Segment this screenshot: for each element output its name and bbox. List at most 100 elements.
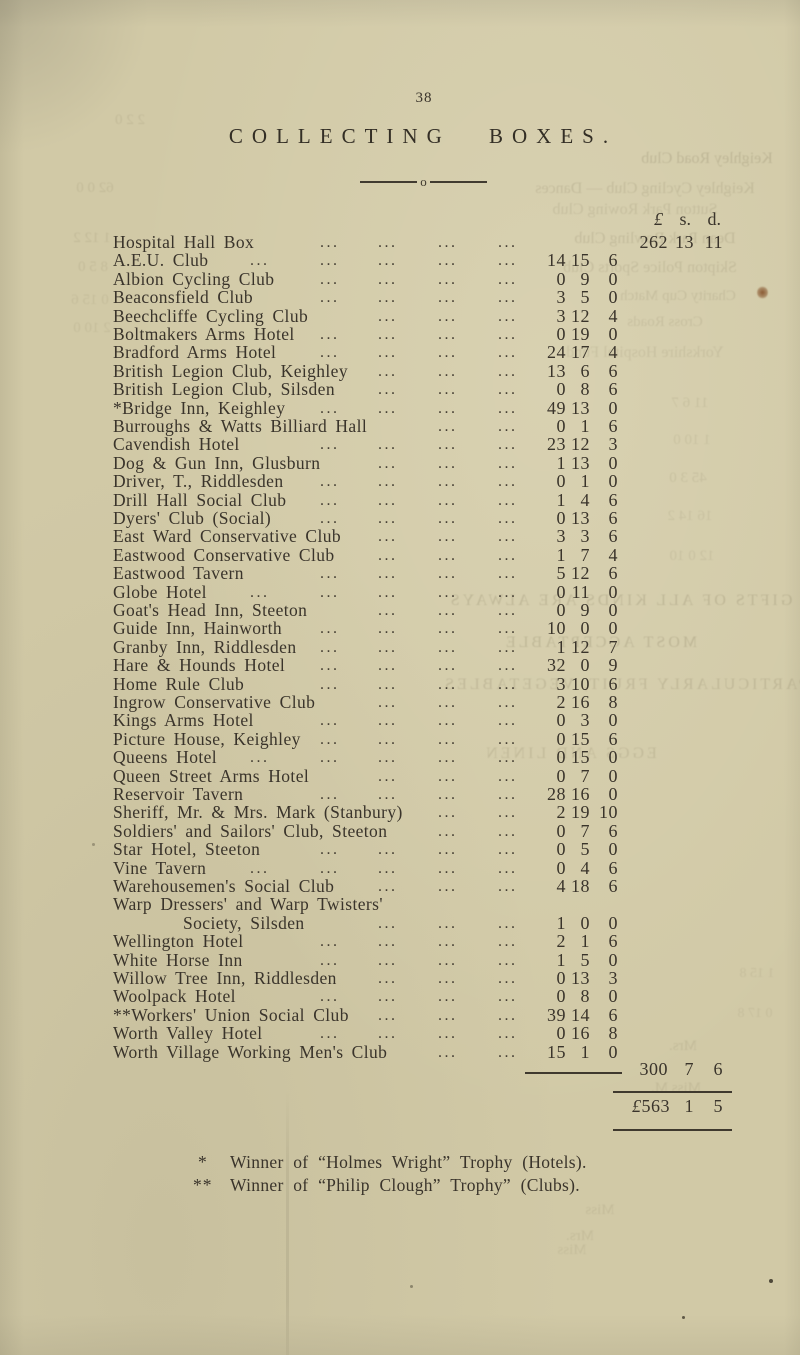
amount-shillings: 12 bbox=[571, 305, 590, 326]
bleedthrough-text: Mrs. bbox=[566, 1228, 594, 1244]
amount-pounds: 23 bbox=[547, 434, 566, 455]
amount-pence: 6 bbox=[608, 250, 618, 271]
amount-pence: 4 bbox=[608, 305, 618, 326]
dot-leader: ... bbox=[438, 767, 458, 785]
dot-leader: ... bbox=[438, 418, 458, 435]
dot-leader: ... bbox=[498, 988, 518, 1006]
amount-pence: 6 bbox=[608, 1004, 618, 1025]
amount-shillings: 3 bbox=[580, 710, 590, 731]
dot-leader: ... bbox=[438, 914, 458, 932]
dot-leader: ... bbox=[498, 1025, 518, 1043]
entry-name: Ingrow Conservative Club bbox=[113, 692, 316, 712]
amount-pence: 0 bbox=[608, 397, 618, 418]
table-row: Kings Arms Hotel............ 0 3 0 bbox=[0, 711, 800, 730]
table-row: Dyers' Club (Social)............ 0 13 6 bbox=[0, 509, 800, 528]
amount-pence: 0 bbox=[608, 600, 618, 620]
amount-pounds: 1 bbox=[556, 489, 566, 510]
bleedthrough-text: 2 2 0 bbox=[115, 112, 145, 128]
dot-leader: ... bbox=[378, 528, 398, 546]
amount-shillings: 19 bbox=[571, 324, 590, 344]
amount-pounds: 2 bbox=[556, 931, 566, 952]
table-row: Worth Village Working Men's Club...... 15… bbox=[0, 1041, 800, 1062]
dot-leader: ... bbox=[498, 730, 518, 748]
dot-leader: ... bbox=[438, 951, 458, 969]
dot-leader: ... bbox=[438, 307, 458, 325]
amount-shillings: 8 bbox=[580, 986, 590, 1007]
amount-pounds: 39 bbox=[547, 1004, 566, 1025]
grand-total-pounds-value: 563 bbox=[641, 1096, 670, 1116]
dot-leader: ... bbox=[438, 822, 458, 840]
dot-leader: ... bbox=[378, 326, 398, 343]
dot-leader: ... bbox=[438, 436, 458, 454]
amount-pounds: 15 bbox=[547, 1041, 566, 1062]
bleedthrough-text: Miss M. bbox=[650, 1080, 702, 1096]
dot-leader: ... bbox=[378, 730, 398, 748]
table-row: Cavendish Hotel............ 23 12 3 bbox=[0, 435, 800, 454]
dot-leader: ... bbox=[378, 473, 398, 491]
entry-name: Worth Valley Hotel bbox=[113, 1023, 263, 1044]
entry-name: Warp Dressers' and Warp Twisters' bbox=[113, 894, 383, 915]
dot-leader: ... bbox=[320, 436, 340, 454]
table-row: Globe Hotel............... 0 11 0 bbox=[0, 582, 800, 602]
entry-name: Hospital Hall Box bbox=[113, 232, 255, 252]
amount-pounds: 3 bbox=[556, 673, 566, 694]
amount-pence: 6 bbox=[608, 379, 618, 400]
amount-pence: 0 bbox=[608, 912, 618, 933]
dot-leader: ... bbox=[438, 878, 458, 895]
entry-name: Beechcliffe Cycling Club bbox=[113, 305, 309, 326]
amount-shillings: 13 bbox=[571, 397, 590, 418]
footnote-marker: * bbox=[198, 1152, 208, 1172]
dot-leader: ... bbox=[320, 730, 340, 748]
amount-pounds: 0 bbox=[556, 600, 566, 620]
entry-name: Vine Tavern bbox=[113, 857, 207, 878]
dot-leader: ... bbox=[320, 344, 340, 362]
amount-shillings: 15 bbox=[571, 728, 590, 749]
footnote-hotels: * Winner of “Holmes Wright” Trophy (Hote… bbox=[0, 1152, 800, 1174]
dot-leader: ... bbox=[498, 657, 518, 675]
amount-shillings: 9 bbox=[580, 600, 590, 620]
entry-name: Warehousemen's Social Club bbox=[113, 876, 335, 896]
dot-leader: ... bbox=[438, 786, 458, 803]
dot-leader: ... bbox=[498, 822, 518, 840]
dot-leader: ... bbox=[498, 252, 518, 270]
table-row: **Workers' Union Social Club......... 39 1… bbox=[0, 1004, 800, 1025]
amount-shillings: 10 bbox=[571, 673, 590, 694]
currency-column-header: £ s. d. bbox=[0, 209, 800, 229]
amount-shillings: 1 bbox=[580, 1041, 590, 1062]
dot-leader: ... bbox=[438, 1025, 458, 1043]
amount-shillings: 1 bbox=[580, 471, 590, 492]
table-row: Bradford Arms Hotel............ 24 17 4 bbox=[0, 343, 800, 362]
amount-pounds: 1 bbox=[556, 912, 566, 933]
table-row: *Bridge Inn, Keighley............ 49 13 0 bbox=[0, 397, 800, 418]
subtotal-pounds: 300 bbox=[639, 1059, 668, 1079]
amount-pounds: 262 bbox=[639, 232, 668, 252]
entry-name: Queens Hotel bbox=[113, 747, 218, 768]
amount-pence: 6 bbox=[608, 728, 618, 749]
entry-name: Dog & Gun Inn, Glusburn bbox=[113, 452, 321, 473]
subtotal-shillings: 7 bbox=[684, 1059, 694, 1079]
amount-pounds: 14 bbox=[547, 250, 566, 271]
entry-name: Guide Inn, Hainworth bbox=[113, 618, 283, 639]
subtotal-pence: 6 bbox=[713, 1059, 723, 1079]
table-row: Drill Hall Social Club............ 1 4 6 bbox=[0, 489, 800, 510]
dot-leader: ... bbox=[320, 638, 340, 656]
ornamental-divider: o bbox=[360, 175, 487, 188]
table-row: Ingrow Conservative Club......... 2 16 8 bbox=[0, 693, 800, 712]
table-row: East Ward Conservative Club......... 3 3 6 bbox=[0, 527, 800, 546]
pound-sign: £ bbox=[632, 1096, 642, 1116]
amount-pence: 0 bbox=[608, 324, 618, 344]
amount-pence: 6 bbox=[608, 360, 618, 381]
amount-pounds: 32 bbox=[547, 655, 566, 676]
amount-pounds: 0 bbox=[556, 471, 566, 492]
table-row: Picture House, Keighley............ 0 15 6 bbox=[0, 728, 800, 749]
dot-leader: ... bbox=[498, 583, 518, 601]
dot-leader: ... bbox=[378, 362, 398, 380]
subtotal-rule bbox=[525, 1072, 622, 1074]
amount-pence: 6 bbox=[608, 820, 618, 841]
entry-name: Boltmakers Arms Hotel bbox=[113, 324, 295, 344]
entry-name: Soldiers' and Sailors' Club, Steeton bbox=[113, 820, 388, 841]
dot-leader: ... bbox=[378, 307, 398, 325]
amount-pounds: 0 bbox=[556, 379, 566, 400]
entry-name: Sheriff, Mr. & Mrs. Mark (Stanbury) bbox=[113, 802, 403, 823]
dot-leader: ... bbox=[378, 381, 398, 399]
